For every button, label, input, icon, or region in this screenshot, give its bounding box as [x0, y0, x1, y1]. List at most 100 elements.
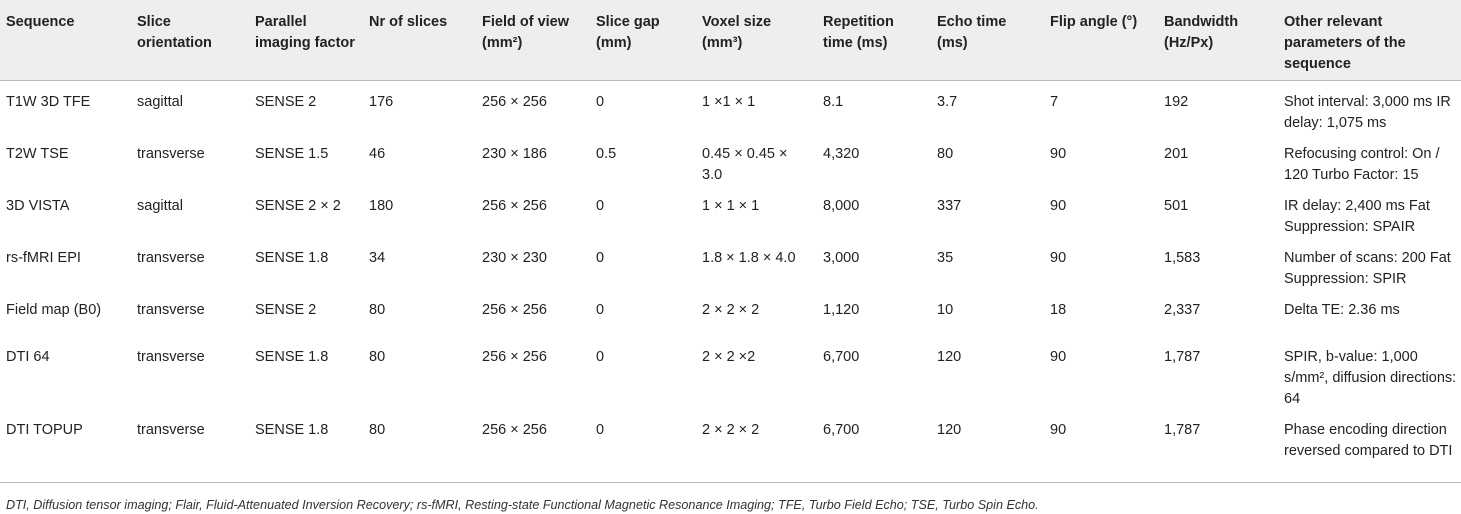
- header-other-parameters: Other relevant parameters of the sequenc…: [1278, 0, 1461, 81]
- cell-bandwidth: 192: [1164, 93, 1189, 110]
- cell-echo-time: 10: [937, 301, 954, 318]
- cell-field-of-view: 256 × 256: [482, 348, 547, 365]
- cell-slice-orientation: transverse: [137, 301, 205, 318]
- cell-bandwidth: 1,787: [1158, 409, 1278, 483]
- cell-sequence: Field map (B0): [6, 301, 102, 318]
- cell-slice-orientation: transverse: [131, 409, 249, 483]
- cell-other-parameters: Phase encoding direction reversed compar…: [1278, 409, 1461, 483]
- cell-repetition-time: 8,000: [823, 197, 860, 214]
- cell-flip-angle: 90: [1050, 348, 1067, 365]
- cell-repetition-time: 4,320: [823, 145, 860, 162]
- cell-other-parameters: SPIR, b-value: 1,000 s/mm², diffusion di…: [1284, 348, 1457, 407]
- cell-nr-of-slices: 80: [369, 301, 386, 318]
- cell-parallel-imaging-factor: SENSE 2: [255, 301, 317, 318]
- cell-slice-orientation: transverse: [137, 145, 205, 162]
- cell-flip-angle: 18: [1050, 301, 1067, 318]
- cell-repetition-time: 6,700: [823, 348, 860, 365]
- table-row: 3D VISTA sagittal SENSE 2 × 2 180 256 × …: [0, 186, 1461, 238]
- table-header-row: Sequence Slice orientation Parallel imag…: [0, 0, 1461, 81]
- cell-sequence: T1W 3D TFE: [6, 93, 91, 110]
- table-row: T1W 3D TFE sagittal SENSE 2 176 256 × 25…: [0, 80, 1461, 134]
- cell-other-parameters: Refocusing control: On / 120 Turbo Facto…: [1284, 145, 1440, 183]
- cell-nr-of-slices: 46: [369, 145, 386, 162]
- header-slice-gap: Slice gap (mm): [590, 0, 696, 81]
- cell-parallel-imaging-factor: SENSE 1.5: [255, 145, 329, 162]
- cell-field-of-view: 230 × 230: [482, 249, 547, 266]
- cell-sequence: rs-fMRI EPI: [6, 249, 81, 266]
- header-bandwidth: Bandwidth (Hz/Px): [1158, 0, 1278, 81]
- cell-echo-time: 3.7: [937, 93, 958, 110]
- cell-repetition-time: 3,000: [823, 249, 860, 266]
- cell-field-of-view: 256 × 256: [482, 197, 547, 214]
- cell-slice-gap: 0: [596, 249, 605, 266]
- header-slice-orientation: Slice orientation: [131, 0, 249, 81]
- cell-flip-angle: 7: [1050, 93, 1059, 110]
- cell-bandwidth: 501: [1164, 197, 1189, 214]
- cell-voxel-size: 0.45 × 0.45 × 3.0: [702, 145, 788, 183]
- header-repetition-time: Repetition time (ms): [817, 0, 931, 81]
- header-parallel-imaging-factor: Parallel imaging factor: [249, 0, 363, 81]
- cell-echo-time: 120: [937, 348, 962, 365]
- header-field-of-view: Field of view (mm²): [476, 0, 590, 81]
- cell-sequence: DTI 64: [6, 348, 50, 365]
- cell-repetition-time: 6,700: [817, 409, 931, 483]
- cell-echo-time: 80: [937, 145, 954, 162]
- cell-bandwidth: 2,337: [1164, 301, 1201, 318]
- cell-echo-time: 337: [937, 197, 962, 214]
- cell-bandwidth: 201: [1164, 145, 1189, 162]
- cell-other-parameters: Delta TE: 2.36 ms: [1284, 301, 1400, 318]
- cell-bandwidth: 1,583: [1164, 249, 1201, 266]
- cell-bandwidth: 1,787: [1164, 348, 1201, 365]
- cell-parallel-imaging-factor: SENSE 1.8: [249, 409, 363, 483]
- cell-field-of-view: 256 × 256: [482, 93, 547, 110]
- cell-flip-angle: 90: [1050, 197, 1067, 214]
- cell-other-parameters: IR delay: 2,400 ms Fat Suppression: SPAI…: [1284, 197, 1430, 235]
- cell-sequence: 3D VISTA: [6, 197, 70, 214]
- cell-voxel-size: 2 × 2 × 2: [702, 301, 760, 318]
- cell-nr-of-slices: 80: [363, 409, 476, 483]
- cell-slice-orientation: transverse: [137, 249, 205, 266]
- header-echo-time: Echo time (ms): [931, 0, 1044, 81]
- table-footnote: DTI, Diffusion tensor imaging; Flair, Fl…: [6, 498, 1039, 512]
- cell-echo-time: 35: [937, 249, 954, 266]
- cell-slice-orientation: sagittal: [137, 93, 183, 110]
- cell-other-parameters: Number of scans: 200 Fat Suppression: SP…: [1284, 249, 1451, 287]
- cell-sequence: DTI TOPUP: [0, 409, 131, 483]
- cell-repetition-time: 8.1: [823, 93, 844, 110]
- cell-nr-of-slices: 176: [369, 93, 394, 110]
- cell-field-of-view: 230 × 186: [482, 145, 547, 162]
- table-row: rs-fMRI EPI transverse SENSE 1.8 34 230 …: [0, 238, 1461, 290]
- header-sequence: Sequence: [0, 0, 131, 81]
- cell-voxel-size: 1 × 1 × 1: [702, 197, 760, 214]
- table-row: DTI TOPUP transverse SENSE 1.8 80 256 × …: [0, 409, 1461, 483]
- cell-parallel-imaging-factor: SENSE 2: [255, 93, 317, 110]
- cell-slice-gap: 0: [596, 93, 605, 110]
- cell-slice-gap: 0.5: [596, 145, 617, 162]
- cell-voxel-size: 2 × 2 × 2: [696, 409, 817, 483]
- cell-voxel-size: 1.8 × 1.8 × 4.0: [702, 249, 796, 266]
- cell-repetition-time: 1,120: [823, 301, 860, 318]
- header-nr-of-slices: Nr of slices: [363, 0, 476, 81]
- cell-echo-time: 120: [931, 409, 1044, 483]
- mri-sequence-parameters-table: Sequence Slice orientation Parallel imag…: [0, 0, 1461, 483]
- cell-voxel-size: 1 ×1 × 1: [702, 93, 756, 110]
- cell-other-parameters: Shot interval: 3,000 ms IR delay: 1,075 …: [1284, 93, 1451, 131]
- header-voxel-size: Voxel size (mm³): [696, 0, 817, 81]
- cell-flip-angle: 90: [1050, 249, 1067, 266]
- cell-voxel-size: 2 × 2 ×2: [702, 348, 756, 365]
- cell-slice-gap: 0: [596, 301, 605, 318]
- cell-slice-gap: 0: [596, 197, 605, 214]
- cell-nr-of-slices: 34: [369, 249, 386, 266]
- cell-sequence: T2W TSE: [6, 145, 69, 162]
- cell-slice-gap: 0: [596, 348, 605, 365]
- cell-slice-orientation: transverse: [137, 348, 205, 365]
- cell-flip-angle: 90: [1050, 145, 1067, 162]
- cell-field-of-view: 256 × 256: [482, 301, 547, 318]
- table-row: DTI 64 transverse SENSE 1.8 80 256 × 256…: [0, 337, 1461, 410]
- table-row: T2W TSE transverse SENSE 1.5 46 230 × 18…: [0, 134, 1461, 186]
- cell-nr-of-slices: 180: [369, 197, 394, 214]
- cell-parallel-imaging-factor: SENSE 1.8: [255, 249, 329, 266]
- cell-parallel-imaging-factor: SENSE 1.8: [255, 348, 329, 365]
- cell-slice-gap: 0: [590, 409, 696, 483]
